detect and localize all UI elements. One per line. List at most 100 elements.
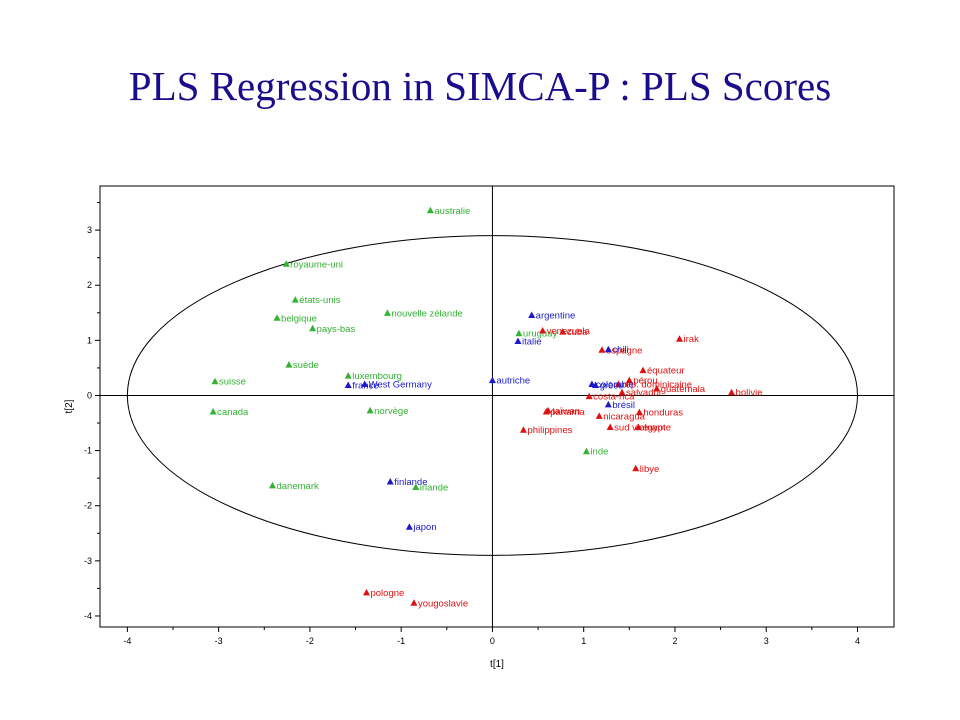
score-point-label: royaume-uni (290, 259, 343, 270)
x-tick-label: -3 (215, 636, 223, 646)
score-point-label: brésil (612, 400, 635, 411)
score-point-label: libye (640, 464, 660, 475)
score-point-label: inde (590, 447, 608, 458)
x-tick-label: 1 (581, 636, 586, 646)
score-point-marker (528, 311, 536, 319)
y-axis-label: t[2] (64, 399, 75, 413)
score-point-label: rép. dominicaine (622, 379, 692, 390)
score-point-label: suisse (219, 377, 246, 388)
score-point-marker (285, 361, 293, 368)
axes-layer (100, 186, 894, 627)
score-point-marker (426, 206, 434, 214)
y-tick-label: -3 (84, 556, 92, 566)
score-point-label: états-unis (299, 295, 340, 306)
y-tick-label: -2 (84, 501, 92, 511)
y-tick-label: 2 (87, 280, 92, 290)
y-tick-label: -1 (84, 446, 92, 456)
x-tick-label: -2 (306, 636, 314, 646)
score-point-label: suède (293, 360, 319, 371)
score-point-marker (405, 523, 413, 530)
score-point-marker (410, 599, 418, 606)
score-point-label: argentine (536, 311, 576, 322)
x-axis-label: t[1] (490, 659, 504, 670)
score-point-marker (488, 376, 496, 384)
score-point-label: pologne (370, 588, 404, 599)
score-point-marker (604, 400, 612, 408)
score-point-marker (542, 408, 550, 415)
score-point-label: costa-rica (593, 392, 635, 403)
points-layer: australie royaume-uni états-unis nouvelle z… (209, 206, 763, 609)
score-point-marker (211, 377, 219, 385)
score-point-label: colombie (596, 379, 634, 390)
score-point-marker (635, 408, 643, 416)
score-point-label: nouvelle zélande (391, 308, 462, 319)
score-point-label: bolivie (736, 388, 763, 399)
x-tick-label: 2 (672, 636, 677, 646)
score-point-marker (598, 346, 606, 353)
score-point-marker (595, 412, 603, 419)
score-point-label: pays-bas (317, 324, 356, 335)
y-tick-label: 0 (87, 390, 92, 400)
score-point-label: venezuela (547, 326, 591, 337)
score-point-label: nicaragua (603, 411, 645, 422)
ticks-layer: -4 -3 -2 -1 0 1 2 3 4 3 2 1 0 -1 -2 -3 -4 (84, 202, 860, 646)
score-point-marker (632, 464, 640, 472)
score-point-marker (676, 335, 684, 342)
score-point-label: guatémala (661, 384, 706, 395)
x-tick-label: 0 (490, 636, 495, 646)
score-point-marker (291, 296, 299, 303)
plot-border (99, 185, 895, 628)
score-point-marker (606, 423, 614, 430)
score-point-marker (386, 478, 394, 485)
score-point-label: sud vietnam (614, 422, 665, 433)
score-point-label: panama (550, 407, 585, 418)
score-point-label: cuba (567, 327, 588, 338)
score-point-marker (592, 381, 600, 389)
score-point-marker (268, 481, 276, 489)
score-point-marker (539, 326, 547, 334)
score-point-label: honduras (643, 408, 683, 419)
score-point-label: finlande (394, 477, 427, 488)
score-point-label: norvège (374, 406, 408, 417)
score-point-marker (282, 260, 290, 267)
score-point-label: pérou (633, 376, 657, 387)
score-point-label: philippines (527, 425, 572, 436)
score-point-label: luxembourg (352, 371, 402, 382)
score-point-marker (344, 381, 352, 389)
score-point-label: autriche (496, 376, 530, 387)
score-point-marker (625, 376, 633, 384)
score-point-label: danemark (276, 481, 318, 492)
score-point-marker (519, 426, 527, 433)
score-point-marker (309, 324, 317, 332)
score-point-label: yougoslavie (418, 598, 468, 609)
score-point-marker (383, 309, 391, 316)
score-point-marker (585, 392, 593, 400)
score-point-marker (639, 366, 647, 374)
y-tick-label: 1 (87, 335, 92, 345)
x-tick-label: 3 (764, 636, 769, 646)
score-point-label: salvador (626, 388, 662, 399)
score-point-marker (515, 329, 523, 337)
score-point-marker (362, 588, 370, 596)
plot-frame (99, 185, 895, 628)
score-point-label: japon (412, 522, 436, 533)
score-point-marker (209, 408, 217, 415)
score-point-label: grèce (600, 381, 624, 392)
score-point-label: canada (217, 407, 249, 418)
score-point-marker (273, 314, 281, 321)
score-point-label: espagne (606, 345, 642, 356)
score-point-marker (582, 447, 590, 455)
score-point-label: équateur (647, 366, 685, 377)
score-point-marker (614, 380, 622, 387)
x-tick-label: -1 (397, 636, 405, 646)
x-tick-label: 4 (855, 636, 860, 646)
score-point-marker (618, 388, 626, 396)
y-tick-label: -4 (84, 611, 92, 621)
score-point-label: chili (612, 345, 628, 356)
score-point-marker (634, 423, 642, 430)
score-point-marker (366, 406, 374, 414)
score-point-marker (559, 328, 567, 335)
score-point-label: taïwan (552, 406, 580, 417)
score-point-label: uruguay (523, 329, 558, 340)
